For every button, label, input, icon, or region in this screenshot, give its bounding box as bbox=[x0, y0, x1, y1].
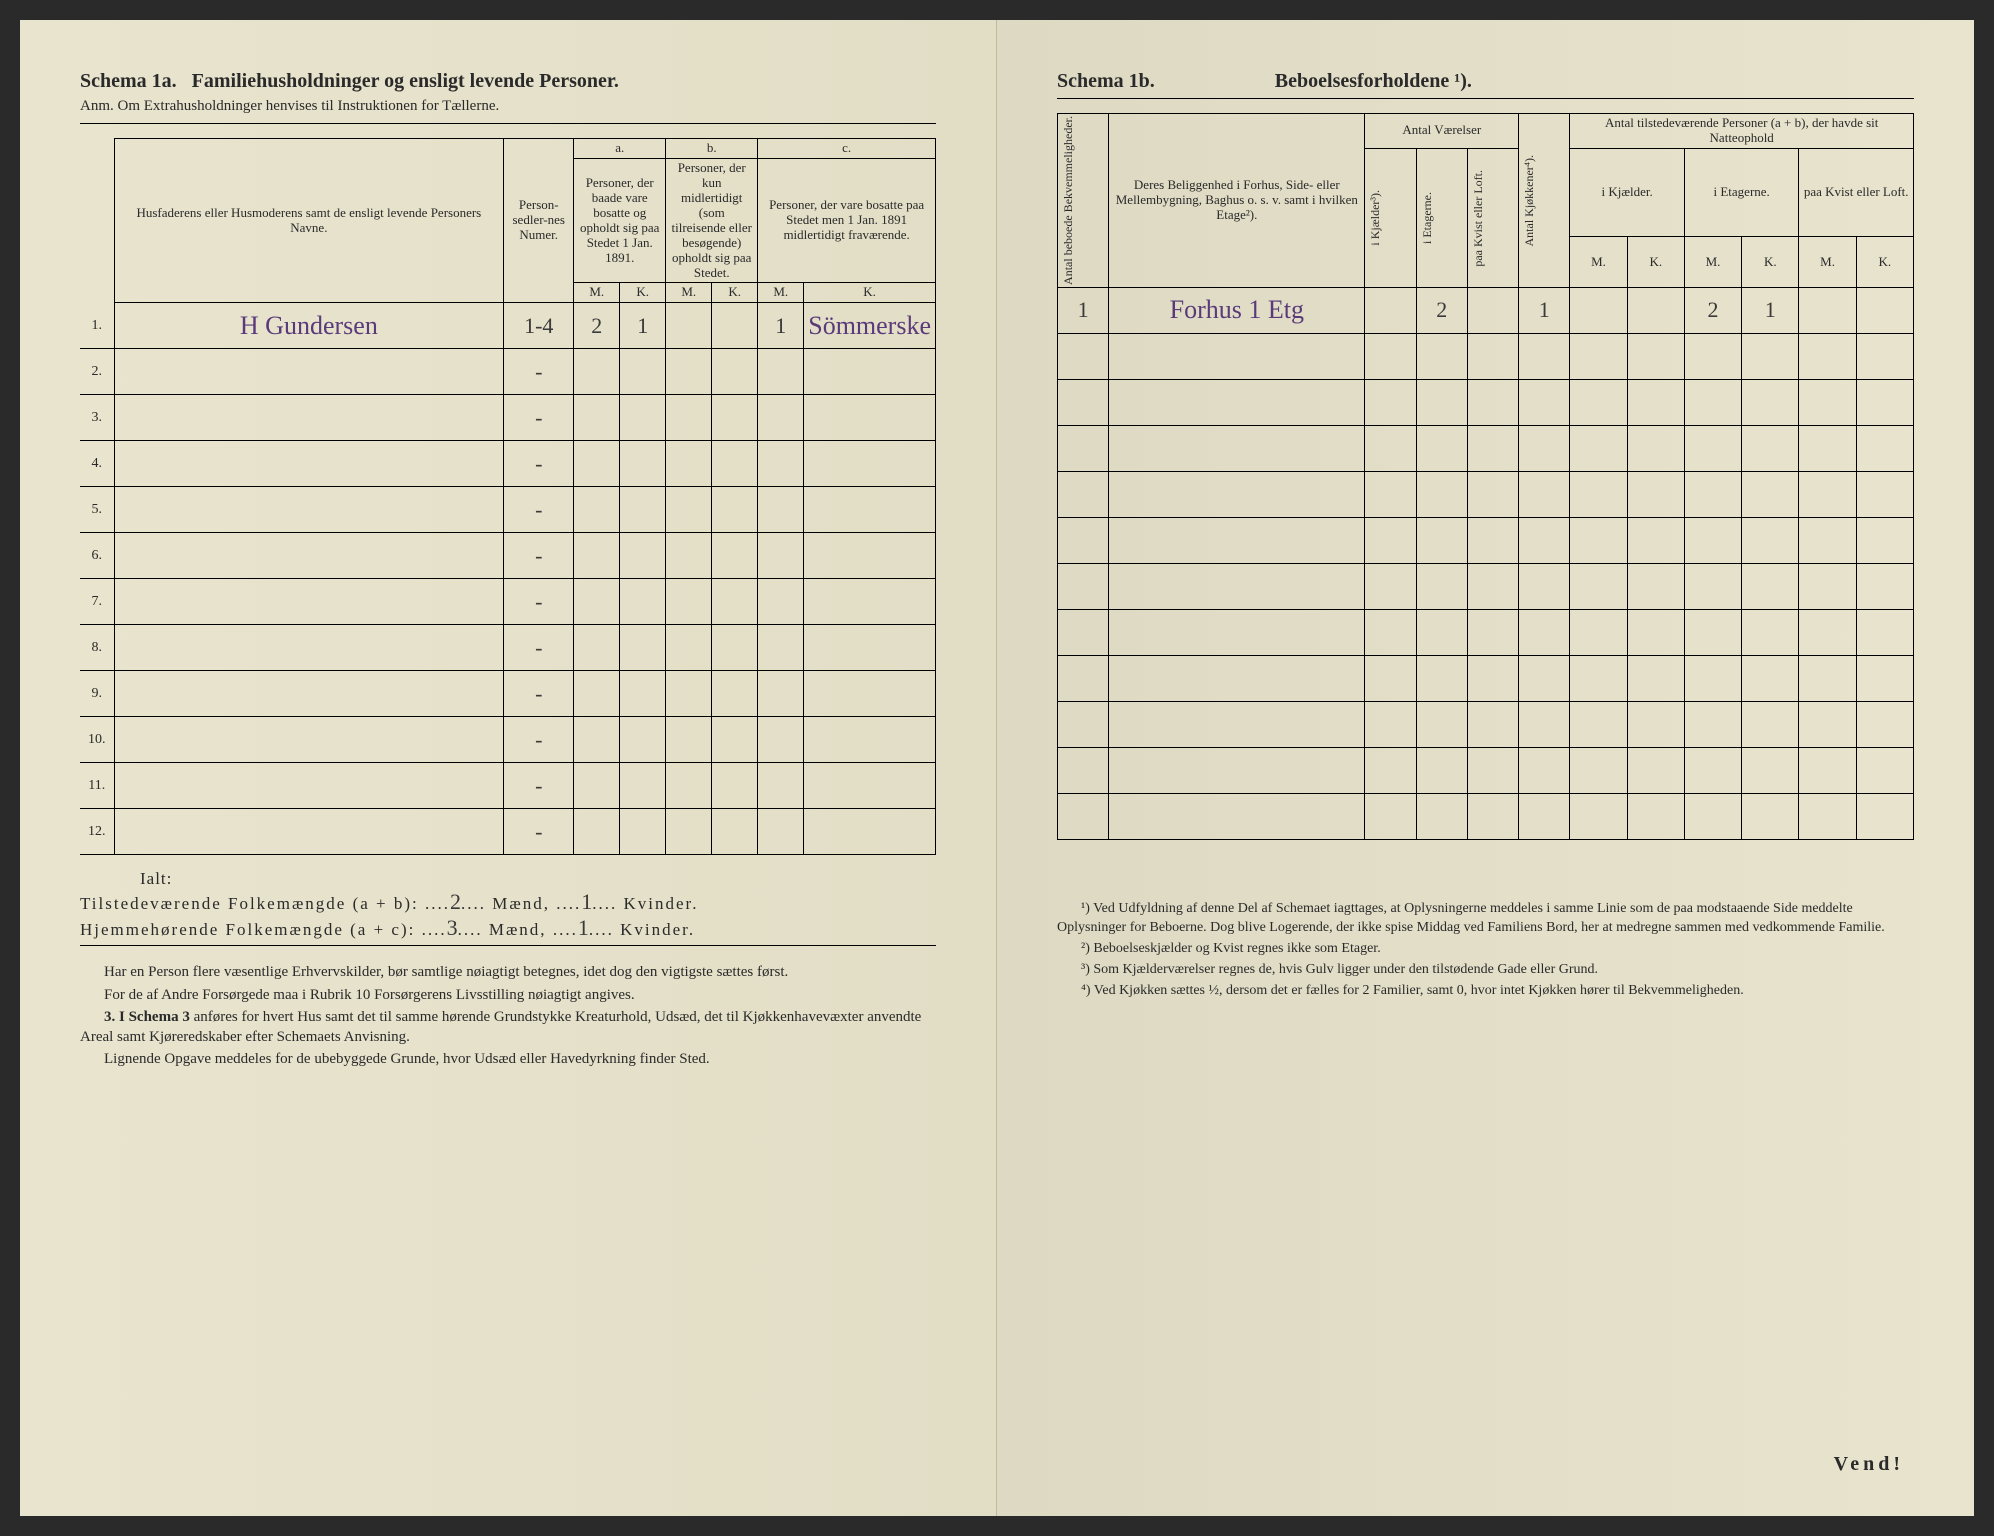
table-row: 8.- bbox=[80, 625, 936, 671]
head-persons: Antal tilstedeværende Personer (a + b), … bbox=[1570, 114, 1914, 149]
table-row: 11.- bbox=[80, 763, 936, 809]
table-row bbox=[1058, 563, 1914, 609]
table-row bbox=[1058, 793, 1914, 839]
col-b-text: Personer, der kun midlertidigt (som tilr… bbox=[666, 158, 758, 283]
rooms-l: paa Kvist eller Loft. bbox=[1472, 170, 1486, 267]
inst-2: For de af Andre Forsørgede maa i Rubrik … bbox=[80, 985, 936, 1005]
table-row bbox=[1058, 425, 1914, 471]
table-row: 12.- bbox=[80, 809, 936, 855]
inst-4: Lignende Opgave meddeles for de ubebygge… bbox=[80, 1049, 936, 1069]
head-bek: Antal beboede Bekvemmeligheder. bbox=[1062, 116, 1076, 285]
sum-line-1: Tilstedeværende Folkemængde (a + b): ...… bbox=[80, 889, 936, 915]
inst-3: 3. I Schema 3 anføres for hvert Hus samt… bbox=[80, 1007, 936, 1048]
table-row bbox=[1058, 609, 1914, 655]
schema-1a-table: Husfaderens eller Husmoderens samt de en… bbox=[80, 138, 936, 855]
document-spread: Schema 1a. Familiehusholdninger og ensli… bbox=[20, 20, 1974, 1516]
title-b-r: Beboelsesforholdene ¹). bbox=[1275, 70, 1472, 93]
fn1: ¹) Ved Udfyldning af denne Del af Schema… bbox=[1057, 900, 1914, 938]
table-row: 6.- bbox=[80, 533, 936, 579]
col-a-text: Personer, der baade vare bosatte og opho… bbox=[574, 158, 666, 283]
header-rule bbox=[80, 123, 936, 124]
fn4: ⁴) Ved Kjøkken sættes ½, dersom det er f… bbox=[1057, 982, 1914, 1001]
p-l: paa Kvist eller Loft. bbox=[1799, 148, 1914, 236]
table-row bbox=[1058, 333, 1914, 379]
rooms-e: i Etagerne. bbox=[1421, 192, 1435, 244]
schema-1a-title: Schema 1a. Familiehusholdninger og ensli… bbox=[80, 70, 936, 93]
schema-1b-title: Schema 1b. Beboelsesforholdene ¹). bbox=[1057, 70, 1914, 93]
table-row bbox=[1058, 701, 1914, 747]
table-row: 1Forhus 1 Etg2121 bbox=[1058, 287, 1914, 333]
title-b: Familiehusholdninger og ensligt levende … bbox=[192, 70, 619, 92]
summary-rule bbox=[80, 945, 936, 946]
head-rooms: Antal Værelser bbox=[1365, 114, 1519, 149]
left-page: Schema 1a. Familiehusholdninger og ensli… bbox=[20, 20, 997, 1516]
a-k: K. bbox=[620, 283, 666, 303]
table-row bbox=[1058, 655, 1914, 701]
table-row bbox=[1058, 747, 1914, 793]
col-a: a. bbox=[574, 139, 666, 159]
ialt-label: Ialt: bbox=[140, 869, 936, 889]
right-page: Schema 1b. Beboelsesforholdene ¹). Antal… bbox=[997, 20, 1974, 1516]
table-row: 2.- bbox=[80, 349, 936, 395]
table-row: 4.- bbox=[80, 441, 936, 487]
table-row: 9.- bbox=[80, 671, 936, 717]
inst-1: Har en Person flere væsentlige Erhvervsk… bbox=[80, 962, 936, 982]
a-m: M. bbox=[574, 283, 620, 303]
b-k: K. bbox=[712, 283, 758, 303]
b-m: M. bbox=[666, 283, 712, 303]
table-row bbox=[1058, 471, 1914, 517]
head-kitchen: Antal Kjøkkener⁴). bbox=[1523, 155, 1537, 247]
rooms-k: i Kjælder³). bbox=[1369, 190, 1383, 246]
col-b: b. bbox=[666, 139, 758, 159]
head-name: Husfaderens eller Husmoderens samt de en… bbox=[114, 139, 504, 303]
anm-line: Anm. Om Extrahusholdninger henvises til … bbox=[80, 98, 936, 115]
sum-line-2: Hjemmehørende Folkemængde (a + c): ....3… bbox=[80, 915, 936, 941]
c-m: M. bbox=[758, 283, 804, 303]
header-rule-r bbox=[1057, 98, 1914, 99]
col-c: c. bbox=[758, 139, 936, 159]
instructions: Har en Person flere væsentlige Erhvervsk… bbox=[80, 962, 936, 1069]
col-c-text: Personer, der vare bosatte paa Stedet me… bbox=[758, 158, 936, 283]
head-loc: Deres Beliggenhed i Forhus, Side- eller … bbox=[1109, 114, 1365, 288]
summary-block: Ialt: Tilstedeværende Folkemængde (a + b… bbox=[80, 869, 936, 941]
schema-1b-table: Antal beboede Bekvemmeligheder. Deres Be… bbox=[1057, 113, 1914, 840]
table-row: 1.H Gundersen1-4211Sömmerske bbox=[80, 303, 936, 349]
p-e: i Etagerne. bbox=[1684, 148, 1799, 236]
table-row: 7.- bbox=[80, 579, 936, 625]
title-a: Schema 1a. bbox=[80, 70, 177, 92]
table-row: 3.- bbox=[80, 395, 936, 441]
c-k: K. bbox=[804, 283, 936, 303]
vend-label: Vend! bbox=[1834, 1453, 1904, 1476]
fn2: ²) Beboelseskjælder og Kvist regnes ikke… bbox=[1057, 940, 1914, 959]
table-row: 10.- bbox=[80, 717, 936, 763]
table-row: 5.- bbox=[80, 487, 936, 533]
table-row bbox=[1058, 517, 1914, 563]
table-row bbox=[1058, 379, 1914, 425]
p-k: i Kjælder. bbox=[1570, 148, 1685, 236]
title-a-r: Schema 1b. bbox=[1057, 70, 1155, 93]
fn3: ³) Som Kjælderværelser regnes de, hvis G… bbox=[1057, 961, 1914, 980]
head-person: Person-sedler-nes Numer. bbox=[504, 139, 574, 303]
footnotes: ¹) Ved Udfyldning af denne Del af Schema… bbox=[1057, 900, 1914, 1000]
